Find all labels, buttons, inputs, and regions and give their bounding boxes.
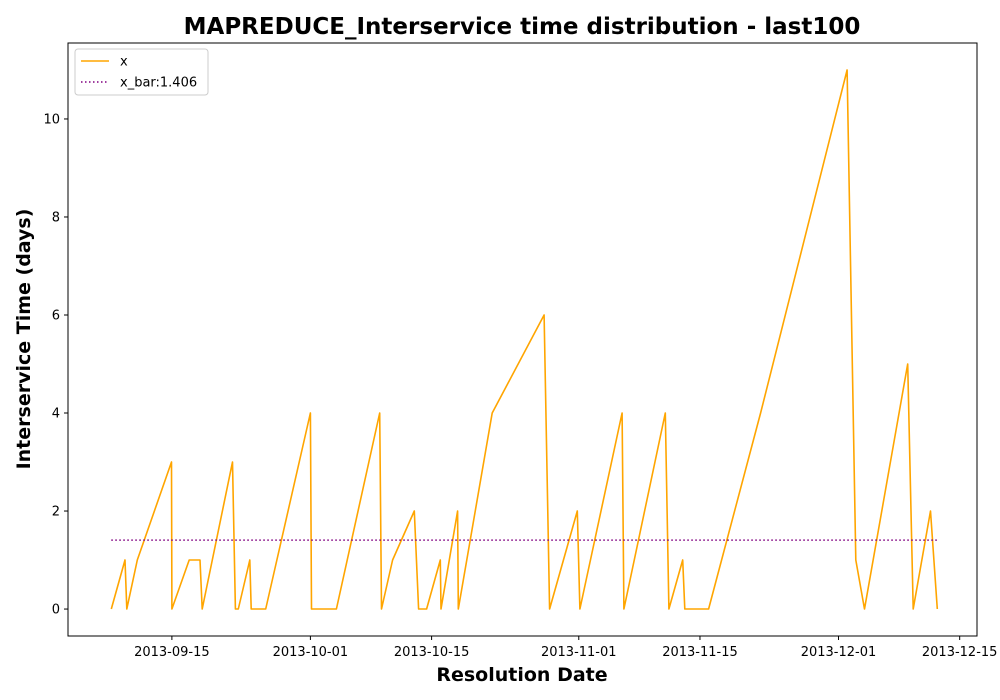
x-tick-label: 2013-12-01 bbox=[801, 645, 877, 660]
y-axis-label: Interservice Time (days) bbox=[13, 209, 35, 470]
chart-title: MAPREDUCE_Interservice time distribution… bbox=[184, 14, 861, 40]
legend: x x_bar:1.406 bbox=[74, 48, 209, 96]
legend-label-x-bar: x_bar:1.406 bbox=[120, 76, 197, 91]
x-tick-label: 2013-12-15 bbox=[922, 645, 998, 660]
y-tick-label: 6 bbox=[52, 308, 60, 323]
x-tick-label: 2013-10-15 bbox=[394, 645, 470, 660]
x-tick-label: 2013-11-01 bbox=[541, 645, 617, 660]
series-line-x bbox=[110, 69, 939, 610]
plot-frame bbox=[67, 42, 978, 637]
y-tick-label: 2 bbox=[52, 505, 60, 520]
x-axis: 2013-09-15 2013-10-01 2013-10-15 2013-11-01… bbox=[134, 636, 997, 660]
y-axis: 0 2 4 6 8 10 bbox=[43, 112, 68, 618]
x-axis-label: Resolution Date bbox=[436, 664, 607, 686]
series-layer bbox=[110, 69, 939, 610]
legend-label-x: x bbox=[120, 55, 128, 70]
y-tick-label: 4 bbox=[52, 407, 60, 422]
x-tick-label: 2013-11-15 bbox=[662, 645, 738, 660]
x-tick-label: 2013-09-15 bbox=[134, 645, 210, 660]
y-tick-label: 0 bbox=[52, 603, 60, 618]
y-tick-label: 10 bbox=[43, 112, 60, 127]
y-tick-label: 8 bbox=[52, 210, 60, 225]
x-tick-label: 2013-10-01 bbox=[273, 645, 349, 660]
